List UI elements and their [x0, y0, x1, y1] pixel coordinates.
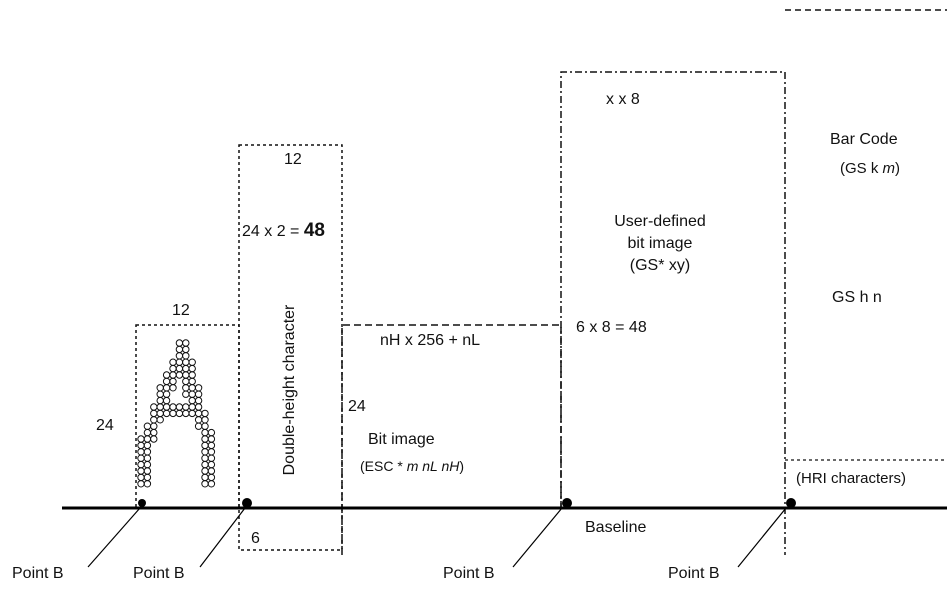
user-image-box: [560, 71, 786, 555]
user-image-width-label: x x 8: [606, 91, 640, 108]
point-b-marker: [87, 499, 146, 568]
barcode-title: Bar Code: [830, 131, 898, 148]
double-offset-label: 6: [251, 530, 260, 547]
double-height-title: Double-height character: [281, 304, 298, 476]
bit-image-height-label: 24: [348, 398, 366, 415]
user-image-height-label: 6 x 8 = 48: [576, 319, 647, 336]
point-b-marker: [512, 498, 572, 568]
point-b-marker: [737, 498, 796, 568]
double-width-label: 12: [284, 151, 302, 168]
double-height-box: [238, 144, 343, 551]
char-width-label: 12: [172, 302, 190, 319]
point-b-label: Point B: [668, 565, 720, 582]
point-b-label: Point B: [133, 565, 185, 582]
dotted-character-glyph: [137, 339, 216, 488]
point-b-label: Point B: [443, 565, 495, 582]
hri-label: (HRI characters): [796, 470, 907, 487]
point-b-label: Point B: [12, 565, 64, 582]
char-height-label: 24: [96, 417, 114, 434]
bit-image-command: (ESC * m nL nH): [360, 458, 465, 474]
point-b-marker: [199, 498, 252, 568]
baseline-label: Baseline: [585, 519, 647, 536]
double-height-formula: 24 x 2 = 48: [242, 220, 325, 241]
bit-image-width-label: nH x 256 + nL: [380, 332, 481, 349]
bit-image-title: Bit image: [368, 431, 435, 448]
user-image-title: User-defined bit image (GS* xy): [614, 213, 706, 274]
barcode-command: (GS k m): [840, 160, 901, 177]
barcode-height-command: GS h n: [832, 289, 882, 306]
